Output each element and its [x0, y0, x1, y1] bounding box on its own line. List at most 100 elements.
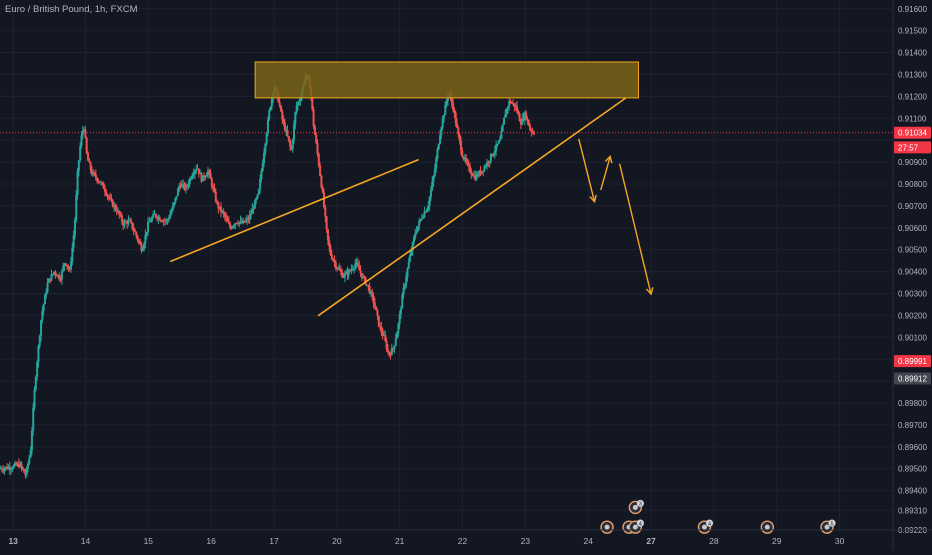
candle-body [146, 222, 149, 233]
candle-body [386, 349, 389, 352]
candle-body [406, 268, 409, 278]
candle-body [268, 110, 271, 120]
candle-body [467, 163, 470, 167]
candle-body [249, 213, 252, 216]
arrow-head [589, 194, 597, 204]
candle-body [80, 135, 83, 146]
candle-body [409, 254, 412, 262]
candle-body [45, 292, 48, 295]
candle-body [381, 332, 384, 336]
candle-body [446, 96, 449, 101]
candle-body [122, 221, 125, 226]
candle-body [149, 221, 152, 223]
candle-body [167, 218, 170, 221]
price-tick-label: 0.89310 [898, 506, 927, 515]
candle-body [513, 103, 516, 108]
candle-body [43, 294, 46, 305]
candle-body [462, 156, 465, 160]
candle-body [500, 131, 503, 139]
candle-body [231, 226, 234, 229]
candle-body [213, 188, 216, 192]
candle-body [493, 150, 496, 154]
candle-body [186, 185, 189, 187]
candle-body [471, 174, 474, 177]
candle-body [153, 213, 156, 215]
candle-body [437, 143, 440, 150]
candle-body [505, 108, 508, 115]
candle-body [131, 222, 134, 229]
candle-body [7, 466, 10, 469]
candle-body [240, 220, 243, 224]
candle-body [476, 174, 479, 176]
candle-body [375, 306, 378, 311]
candle-body [107, 195, 110, 198]
candle-body [216, 201, 219, 203]
candle-body [196, 168, 199, 170]
candle-body [132, 228, 135, 231]
candle-body [29, 450, 32, 458]
candle-body [516, 106, 519, 112]
candle-body [422, 216, 425, 219]
candle-body [227, 221, 230, 224]
candle-body [433, 168, 436, 176]
candle-body [137, 239, 140, 242]
candle-body [436, 149, 439, 159]
candle-body [152, 214, 155, 218]
candle-body [222, 211, 225, 214]
candle-body [75, 194, 78, 220]
candle-body [67, 266, 70, 269]
candle-body [220, 206, 223, 212]
candle-body [200, 173, 203, 182]
time-tick-label: 22 [458, 536, 468, 546]
event-icon-core [701, 524, 707, 530]
candle-body [28, 457, 31, 464]
candle-body [345, 271, 348, 274]
price-badge [894, 126, 931, 139]
candle-body [454, 113, 457, 124]
candle-body [179, 185, 182, 188]
candle-body [51, 273, 54, 275]
candle-body [377, 315, 380, 327]
candle-body [118, 210, 121, 215]
candle-body [248, 215, 251, 221]
candle-body [283, 122, 286, 131]
candle-body [148, 221, 151, 223]
candle-body [372, 295, 375, 304]
candle-body [103, 188, 106, 192]
price-tick-label: 0.91200 [898, 92, 927, 101]
candle-body [266, 119, 269, 134]
candle-body [319, 165, 322, 176]
price-tick-label: 0.90600 [898, 224, 927, 233]
candle-body [315, 134, 318, 143]
candle-body [253, 200, 256, 209]
candle-body [351, 268, 354, 270]
candle-body [119, 214, 122, 216]
candle-body [359, 270, 362, 274]
candle-body [84, 129, 87, 138]
candle-body [506, 106, 509, 109]
candle-body [2, 469, 5, 471]
price-tick-label: 0.91300 [898, 70, 927, 79]
candle-body [483, 166, 486, 171]
candle-body [453, 110, 456, 114]
candle-body [188, 178, 191, 185]
candle-body [157, 217, 160, 219]
candle-body [150, 217, 153, 222]
candle-body [113, 205, 116, 207]
candle-body [390, 348, 393, 355]
candle-body [63, 263, 66, 267]
candle-body [238, 222, 241, 224]
candle-body [165, 219, 168, 221]
candle-body [285, 130, 288, 132]
candle-body [294, 112, 297, 125]
time-axis: 13 14 15 16 17 20 21 22 23 24 27 28 29 30 [0, 529, 932, 546]
candle-body [20, 463, 23, 468]
candle-body [174, 197, 177, 203]
candle-body [458, 134, 461, 141]
candle-body [16, 463, 19, 466]
candle-body [229, 223, 232, 228]
candle-body [466, 161, 469, 164]
candle-body [356, 262, 359, 266]
